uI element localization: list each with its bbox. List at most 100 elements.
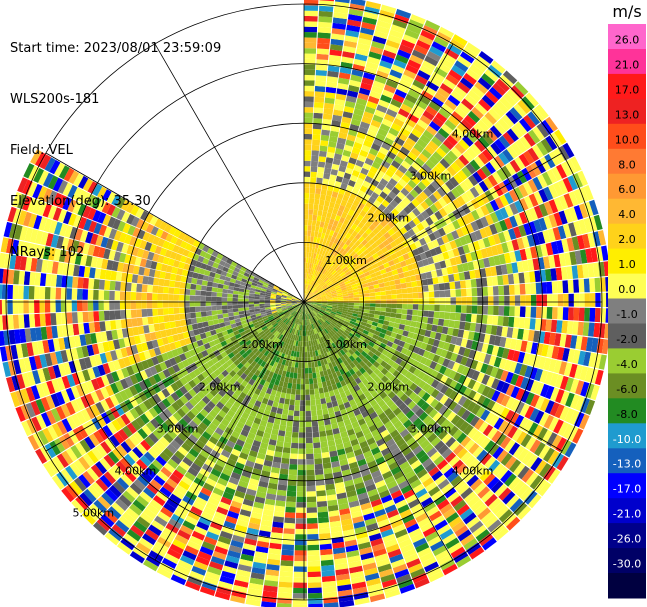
velocity-gate	[473, 123, 486, 136]
velocity-gate	[370, 272, 377, 278]
velocity-gate	[432, 190, 442, 201]
velocity-gate	[311, 301, 317, 302]
velocity-gate	[326, 81, 338, 89]
velocity-gate	[449, 38, 465, 51]
velocity-gate	[369, 288, 375, 293]
velocity-gate	[532, 126, 545, 141]
velocity-gate	[538, 188, 549, 203]
velocity-gate	[425, 207, 434, 217]
velocity-gate	[427, 140, 439, 151]
velocity-gate	[365, 235, 372, 243]
velocity-gate	[304, 144, 312, 151]
velocity-gate	[364, 306, 370, 310]
velocity-gate	[568, 307, 574, 321]
velocity-gate	[356, 177, 365, 185]
velocity-gate	[465, 131, 478, 143]
velocity-gate	[487, 286, 494, 296]
velocity-gate	[583, 185, 594, 201]
velocity-gate	[331, 191, 339, 198]
velocity-gate	[324, 97, 335, 104]
velocity-gate	[446, 165, 457, 177]
velocity-gate	[393, 274, 400, 280]
velocity-gate	[411, 315, 418, 322]
velocity-gate	[431, 71, 445, 83]
velocity-gate	[463, 72, 477, 86]
velocity-gate	[420, 200, 430, 210]
velocity-gate	[332, 299, 338, 301]
velocity-gate	[323, 269, 329, 276]
velocity-gate	[312, 269, 316, 276]
velocity-gate	[329, 230, 335, 237]
velocity-gate	[425, 344, 433, 352]
velocity-gate	[363, 271, 370, 277]
velocity-gate	[589, 278, 596, 293]
velocity-gate	[313, 253, 317, 259]
velocity-gate	[453, 273, 460, 282]
velocity-gate	[448, 343, 456, 353]
velocity-gate	[546, 307, 553, 319]
velocity-gate	[372, 114, 384, 123]
velocity-gate	[538, 203, 549, 217]
velocity-gate	[464, 114, 477, 127]
velocity-gate	[467, 331, 475, 341]
velocity-gate	[413, 298, 419, 304]
velocity-gate	[461, 166, 472, 178]
velocity-gate	[490, 142, 502, 155]
velocity-gate	[515, 375, 524, 388]
velocity-gate	[536, 294, 542, 306]
velocity-gate	[449, 240, 458, 250]
velocity-gate	[351, 283, 358, 288]
velocity-gate	[569, 251, 577, 266]
velocity-gate	[337, 302, 344, 305]
velocity-gate	[366, 278, 373, 283]
velocity-gate	[529, 271, 536, 283]
velocity-gate	[506, 240, 515, 252]
velocity-gate	[442, 225, 451, 235]
velocity-gate	[355, 159, 365, 168]
velocity-gate	[450, 131, 462, 143]
velocity-gate	[496, 346, 505, 358]
velocity-gate	[365, 252, 372, 259]
velocity-gate	[474, 183, 485, 195]
velocity-gate	[352, 313, 358, 317]
velocity-gate	[437, 253, 445, 262]
velocity-gate	[594, 277, 601, 292]
velocity-gate	[445, 180, 455, 191]
velocity-gate	[493, 184, 504, 197]
velocity-gate	[323, 277, 329, 283]
velocity-gate	[356, 249, 363, 256]
velocity-gate	[317, 287, 323, 292]
velocity-gate	[434, 290, 440, 298]
velocity-gate	[432, 255, 440, 263]
velocity-gate	[348, 295, 354, 299]
velocity-gate	[395, 221, 404, 230]
velocity-gate	[504, 217, 513, 230]
velocity-gate	[304, 289, 306, 295]
velocity-gate	[363, 258, 370, 265]
velocity-gate	[317, 260, 322, 266]
velocity-gate	[492, 171, 503, 184]
velocity-gate	[466, 68, 481, 81]
velocity-gate	[482, 132, 494, 145]
velocity-gate	[357, 243, 364, 250]
velocity-gate	[496, 380, 505, 392]
velocity-gate	[465, 252, 473, 263]
velocity-gate	[304, 246, 307, 252]
velocity-gate	[333, 104, 345, 112]
velocity-gate	[499, 194, 509, 207]
velocity-gate	[441, 123, 453, 135]
velocity-gate	[372, 252, 379, 260]
velocity-gate	[570, 394, 580, 410]
velocity-gate	[429, 121, 441, 132]
velocity-gate	[392, 93, 405, 104]
velocity-gate	[327, 235, 333, 242]
velocity-gate	[418, 266, 426, 274]
velocity-gate	[541, 294, 548, 307]
velocity-gate	[408, 211, 417, 220]
velocity-gate	[571, 236, 580, 251]
velocity-gate	[337, 307, 343, 311]
velocity-gate	[336, 288, 342, 293]
velocity-gate	[498, 181, 509, 194]
velocity-gate	[461, 98, 474, 111]
velocity-gate	[357, 270, 364, 276]
